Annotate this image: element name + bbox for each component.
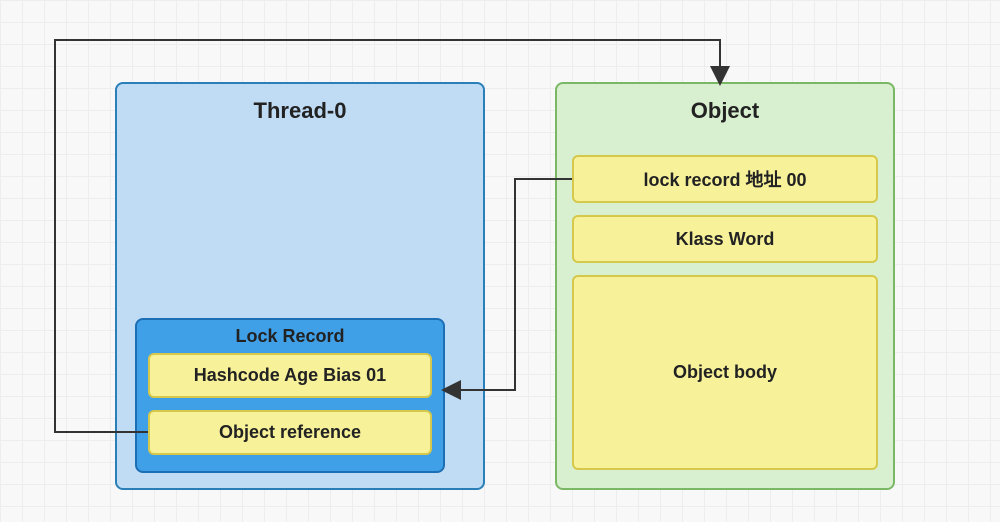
object-reference-field: Object reference [148,410,432,455]
lock-record-title: Lock Record [137,320,443,347]
object-title: Object [557,84,893,124]
object-body-field: Object body [572,275,878,470]
klass-word-field: Klass Word [572,215,878,263]
hashcode-field: Hashcode Age Bias 01 [148,353,432,398]
mark-word-field: lock record 地址 00 [572,155,878,203]
thread-title: Thread-0 [117,84,483,124]
